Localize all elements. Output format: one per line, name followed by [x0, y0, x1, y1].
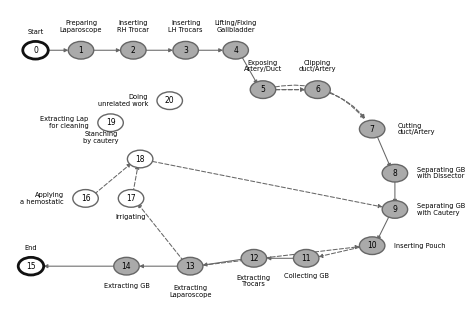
Circle shape	[114, 257, 139, 275]
Text: Exposing
Artery/Duct: Exposing Artery/Duct	[244, 60, 282, 72]
Text: Extracting Lap
for cleaning: Extracting Lap for cleaning	[40, 116, 89, 129]
Text: Clipping
duct/Artery: Clipping duct/Artery	[299, 60, 337, 72]
Text: 14: 14	[122, 262, 131, 271]
Circle shape	[68, 41, 94, 59]
Circle shape	[250, 81, 276, 99]
Text: Preparing
Laparoscope: Preparing Laparoscope	[60, 20, 102, 33]
Text: Collecting GB: Collecting GB	[284, 273, 328, 280]
Text: 2: 2	[131, 46, 136, 55]
Text: 1: 1	[79, 46, 83, 55]
Text: Applying
a hemostatic: Applying a hemostatic	[20, 192, 64, 205]
Text: Extracting GB: Extracting GB	[103, 283, 149, 288]
Text: 10: 10	[367, 241, 377, 250]
Text: 8: 8	[392, 169, 397, 178]
Text: 11: 11	[301, 254, 311, 263]
Text: Inserting
LH Trocars: Inserting LH Trocars	[168, 20, 203, 33]
Circle shape	[173, 41, 199, 59]
Circle shape	[118, 190, 144, 207]
Text: 0: 0	[33, 46, 38, 55]
Text: Inserting Pouch: Inserting Pouch	[394, 243, 446, 249]
Text: 18: 18	[136, 155, 145, 163]
Circle shape	[120, 41, 146, 59]
Circle shape	[305, 81, 330, 99]
Text: 17: 17	[126, 194, 136, 203]
Circle shape	[241, 249, 266, 267]
Text: 20: 20	[165, 96, 174, 105]
Circle shape	[98, 114, 123, 132]
Text: Lifting/Fixing
Gallbladder: Lifting/Fixing Gallbladder	[215, 20, 257, 33]
Text: Irrigating: Irrigating	[116, 213, 146, 219]
Text: 9: 9	[392, 205, 397, 214]
Text: Extracting
Trocars: Extracting Trocars	[237, 275, 271, 287]
Text: 5: 5	[261, 85, 265, 94]
Circle shape	[382, 164, 408, 182]
Text: Cutting
duct/Artery: Cutting duct/Artery	[397, 123, 435, 135]
Circle shape	[359, 237, 385, 254]
Text: 12: 12	[249, 254, 259, 263]
Text: 6: 6	[315, 85, 320, 94]
Text: Inserting
RH Trocar: Inserting RH Trocar	[118, 20, 149, 33]
Text: 4: 4	[233, 46, 238, 55]
Text: 3: 3	[183, 46, 188, 55]
Circle shape	[293, 249, 319, 267]
Circle shape	[382, 201, 408, 218]
Circle shape	[359, 120, 385, 138]
Text: Separating GB
with Dissector: Separating GB with Dissector	[417, 167, 465, 179]
Text: End: End	[25, 245, 37, 251]
Circle shape	[157, 92, 182, 109]
Text: Stanching
by cautery: Stanching by cautery	[83, 131, 118, 144]
Text: 15: 15	[26, 262, 36, 271]
Text: Separating GB
with Cautery: Separating GB with Cautery	[417, 203, 465, 216]
Circle shape	[223, 41, 248, 59]
Circle shape	[18, 257, 44, 275]
Text: Extracting
Laparoscope: Extracting Laparoscope	[169, 285, 211, 298]
Text: 16: 16	[81, 194, 91, 203]
Circle shape	[128, 150, 153, 168]
Circle shape	[23, 41, 48, 59]
Text: 19: 19	[106, 118, 115, 127]
Text: 7: 7	[370, 125, 374, 134]
Text: 13: 13	[185, 262, 195, 271]
Circle shape	[73, 190, 98, 207]
Circle shape	[177, 257, 203, 275]
Text: Start: Start	[27, 29, 44, 35]
Text: Doing
unrelated work: Doing unrelated work	[98, 94, 148, 107]
